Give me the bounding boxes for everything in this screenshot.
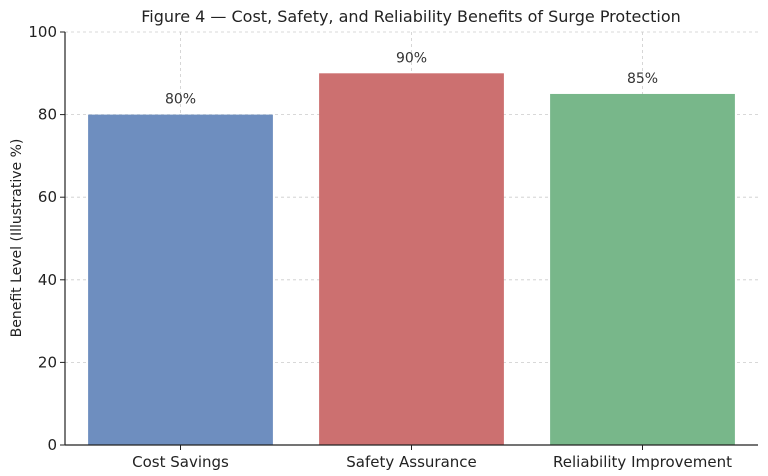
bar-reliability-improvement: [550, 93, 735, 445]
bar-cost-savings: [88, 114, 273, 445]
data-label: 90%: [396, 50, 427, 66]
y-tick-label: 100: [28, 23, 57, 41]
x-tick-label: Reliability Improvement: [553, 453, 732, 471]
labels: 0 20 40 60 80 100 80% Cost Savings 90% Safety Ass…: [28, 23, 732, 471]
y-tick-label: 0: [47, 436, 57, 454]
data-label: 80%: [165, 92, 196, 108]
x-tick-label: Cost Savings: [132, 453, 229, 471]
y-tick-label: 20: [38, 353, 57, 371]
chart-title: Figure 4 — Cost, Safety, and Reliability…: [141, 7, 681, 26]
bar-safety-assurance: [319, 73, 504, 446]
y-tick-label: 80: [38, 106, 57, 124]
data-label: 85%: [627, 71, 658, 87]
y-tick-label: 60: [38, 188, 57, 206]
axes: [60, 31, 758, 450]
y-axis-label: Benefit Level (Illustrative %): [9, 139, 25, 338]
x-tick-label: Safety Assurance: [346, 453, 477, 471]
y-tick-label: 40: [38, 271, 57, 289]
bars: [88, 73, 735, 446]
